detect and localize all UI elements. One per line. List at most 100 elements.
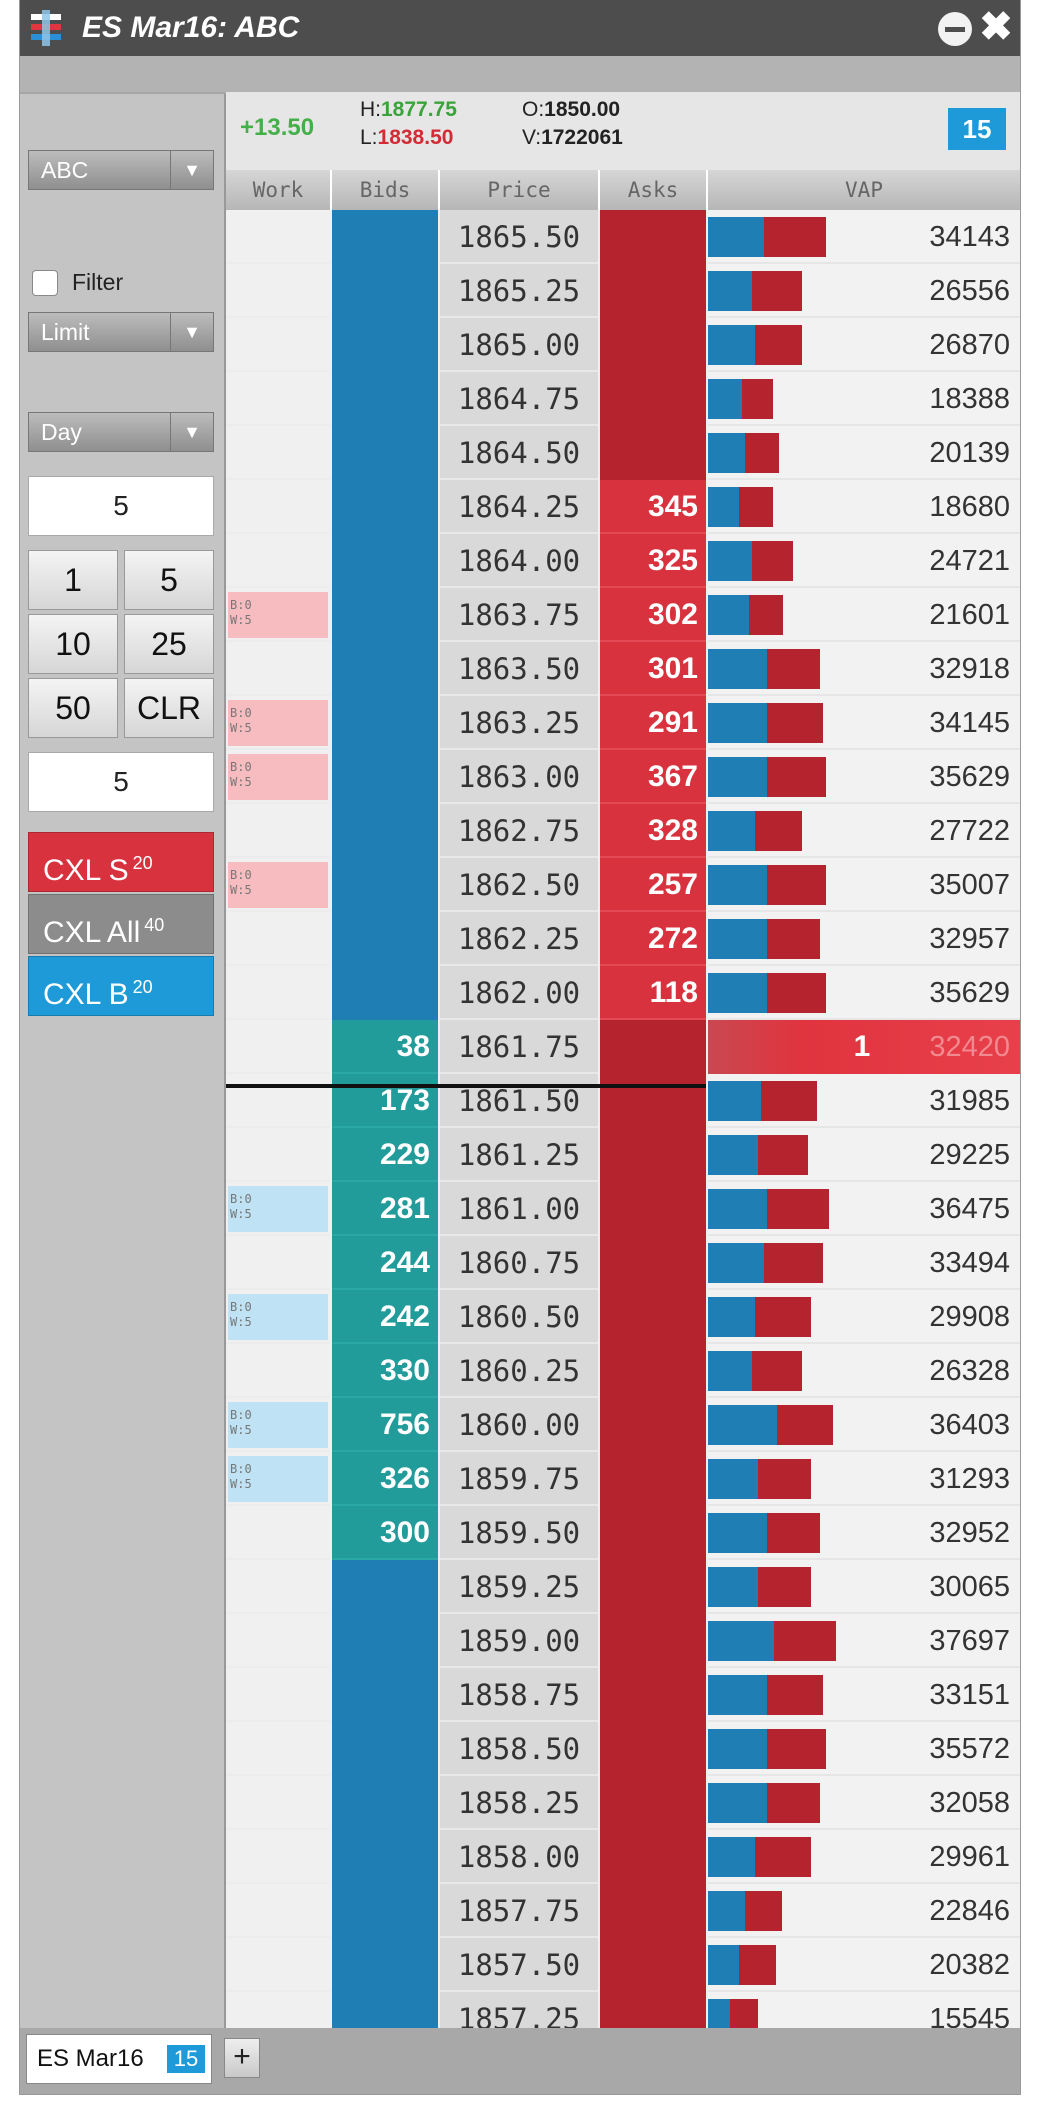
work-cell[interactable] — [226, 534, 330, 588]
account-select[interactable]: ABC ▼ — [28, 150, 214, 190]
ask-cell[interactable]: 291 — [600, 696, 706, 750]
bid-cell[interactable]: 326 — [332, 1452, 438, 1506]
qty-10-button[interactable]: 10 — [28, 614, 118, 674]
bid-cell[interactable] — [332, 426, 438, 480]
bid-cell[interactable] — [332, 912, 438, 966]
bid-cell[interactable] — [332, 264, 438, 318]
price-cell[interactable]: 1864.00 — [440, 534, 598, 588]
work-cell[interactable] — [226, 1020, 330, 1074]
qty-5-button[interactable]: 5 — [124, 550, 214, 610]
price-cell[interactable]: 1863.00 — [440, 750, 598, 804]
ask-cell[interactable]: 272 — [600, 912, 706, 966]
column-header-asks[interactable]: Asks — [600, 170, 708, 210]
work-cell[interactable]: B:0 W:5 — [226, 1398, 330, 1452]
ask-cell[interactable] — [600, 1020, 706, 1074]
working-qty-field[interactable]: 5 — [28, 752, 214, 812]
column-header-work[interactable]: Work — [226, 170, 332, 210]
work-cell[interactable] — [226, 426, 330, 480]
bid-cell[interactable]: 281 — [332, 1182, 438, 1236]
price-cell[interactable]: 1857.75 — [440, 1884, 598, 1938]
working-sell-order[interactable]: B:0 W:5 — [228, 862, 328, 908]
working-buy-order[interactable]: B:0 W:5 — [228, 1186, 328, 1232]
price-cell[interactable]: 1857.25 — [440, 1992, 598, 2032]
bid-cell[interactable] — [332, 1668, 438, 1722]
bid-cell[interactable]: 756 — [332, 1398, 438, 1452]
bid-cell[interactable] — [332, 1722, 438, 1776]
ask-cell[interactable]: 328 — [600, 804, 706, 858]
price-cell[interactable]: 1860.00 — [440, 1398, 598, 1452]
work-cell[interactable] — [226, 264, 330, 318]
cancel-buys-button[interactable]: CXL B 20 — [28, 956, 214, 1016]
ask-cell[interactable] — [600, 1722, 706, 1776]
price-cell[interactable]: 1858.50 — [440, 1722, 598, 1776]
work-cell[interactable]: B:0 W:5 — [226, 588, 330, 642]
ask-cell[interactable] — [600, 1884, 706, 1938]
work-cell[interactable] — [226, 372, 330, 426]
bid-cell[interactable] — [332, 1560, 438, 1614]
work-cell[interactable] — [226, 1776, 330, 1830]
price-cell[interactable]: 1863.50 — [440, 642, 598, 696]
price-cell[interactable]: 1862.25 — [440, 912, 598, 966]
bid-cell[interactable] — [332, 804, 438, 858]
bid-cell[interactable] — [332, 750, 438, 804]
price-cell[interactable]: 1865.50 — [440, 210, 598, 264]
work-cell[interactable] — [226, 318, 330, 372]
ask-cell[interactable] — [600, 1830, 706, 1884]
minimize-icon[interactable] — [938, 12, 972, 46]
ask-cell[interactable] — [600, 1182, 706, 1236]
ask-cell[interactable] — [600, 1236, 706, 1290]
qty-1-button[interactable]: 1 — [28, 550, 118, 610]
work-cell[interactable] — [226, 1344, 330, 1398]
working-sell-order[interactable]: B:0 W:5 — [228, 700, 328, 746]
bid-cell[interactable] — [332, 210, 438, 264]
ask-cell[interactable] — [600, 1074, 706, 1128]
work-cell[interactable] — [226, 1938, 330, 1992]
work-cell[interactable] — [226, 804, 330, 858]
work-cell[interactable] — [226, 1830, 330, 1884]
ask-cell[interactable]: 345 — [600, 480, 706, 534]
ask-cell[interactable] — [600, 372, 706, 426]
work-cell[interactable] — [226, 1722, 330, 1776]
ask-cell[interactable] — [600, 426, 706, 480]
price-cell[interactable]: 1860.25 — [440, 1344, 598, 1398]
bid-cell[interactable] — [332, 1992, 438, 2032]
work-cell[interactable]: B:0 W:5 — [226, 1452, 330, 1506]
qty-50-button[interactable]: 50 — [28, 678, 118, 738]
work-cell[interactable]: B:0 W:5 — [226, 750, 330, 804]
duration-select[interactable]: Day ▼ — [28, 412, 214, 452]
chevron-down-icon[interactable]: ▼ — [170, 413, 213, 451]
bid-cell[interactable] — [332, 1830, 438, 1884]
ask-cell[interactable] — [600, 1452, 706, 1506]
working-buy-order[interactable]: B:0 W:5 — [228, 1402, 328, 1448]
close-icon[interactable]: ✖ — [979, 5, 1013, 49]
work-cell[interactable] — [226, 480, 330, 534]
ask-cell[interactable] — [600, 1344, 706, 1398]
bid-cell[interactable]: 242 — [332, 1290, 438, 1344]
ask-cell[interactable] — [600, 1398, 706, 1452]
price-cell[interactable]: 1862.00 — [440, 966, 598, 1020]
working-buy-order[interactable]: B:0 W:5 — [228, 1294, 328, 1340]
ask-cell[interactable] — [600, 1992, 706, 2032]
ask-cell[interactable] — [600, 1776, 706, 1830]
work-cell[interactable] — [226, 210, 330, 264]
work-cell[interactable] — [226, 1992, 330, 2032]
bid-cell[interactable] — [332, 534, 438, 588]
ask-cell[interactable] — [600, 1938, 706, 1992]
ask-cell[interactable] — [600, 264, 706, 318]
price-cell[interactable]: 1865.00 — [440, 318, 598, 372]
price-cell[interactable]: 1859.00 — [440, 1614, 598, 1668]
price-cell[interactable]: 1865.25 — [440, 264, 598, 318]
working-sell-order[interactable]: B:0 W:5 — [228, 754, 328, 800]
bid-cell[interactable]: 244 — [332, 1236, 438, 1290]
bid-cell[interactable] — [332, 318, 438, 372]
work-cell[interactable] — [226, 1560, 330, 1614]
price-cell[interactable]: 1859.25 — [440, 1560, 598, 1614]
price-cell[interactable]: 1864.50 — [440, 426, 598, 480]
bid-cell[interactable]: 229 — [332, 1128, 438, 1182]
work-cell[interactable] — [226, 1614, 330, 1668]
price-cell[interactable]: 1863.25 — [440, 696, 598, 750]
qty-25-button[interactable]: 25 — [124, 614, 214, 674]
order-qty-input[interactable]: 5 — [28, 476, 214, 536]
bid-cell[interactable] — [332, 696, 438, 750]
price-cell[interactable]: 1864.25 — [440, 480, 598, 534]
